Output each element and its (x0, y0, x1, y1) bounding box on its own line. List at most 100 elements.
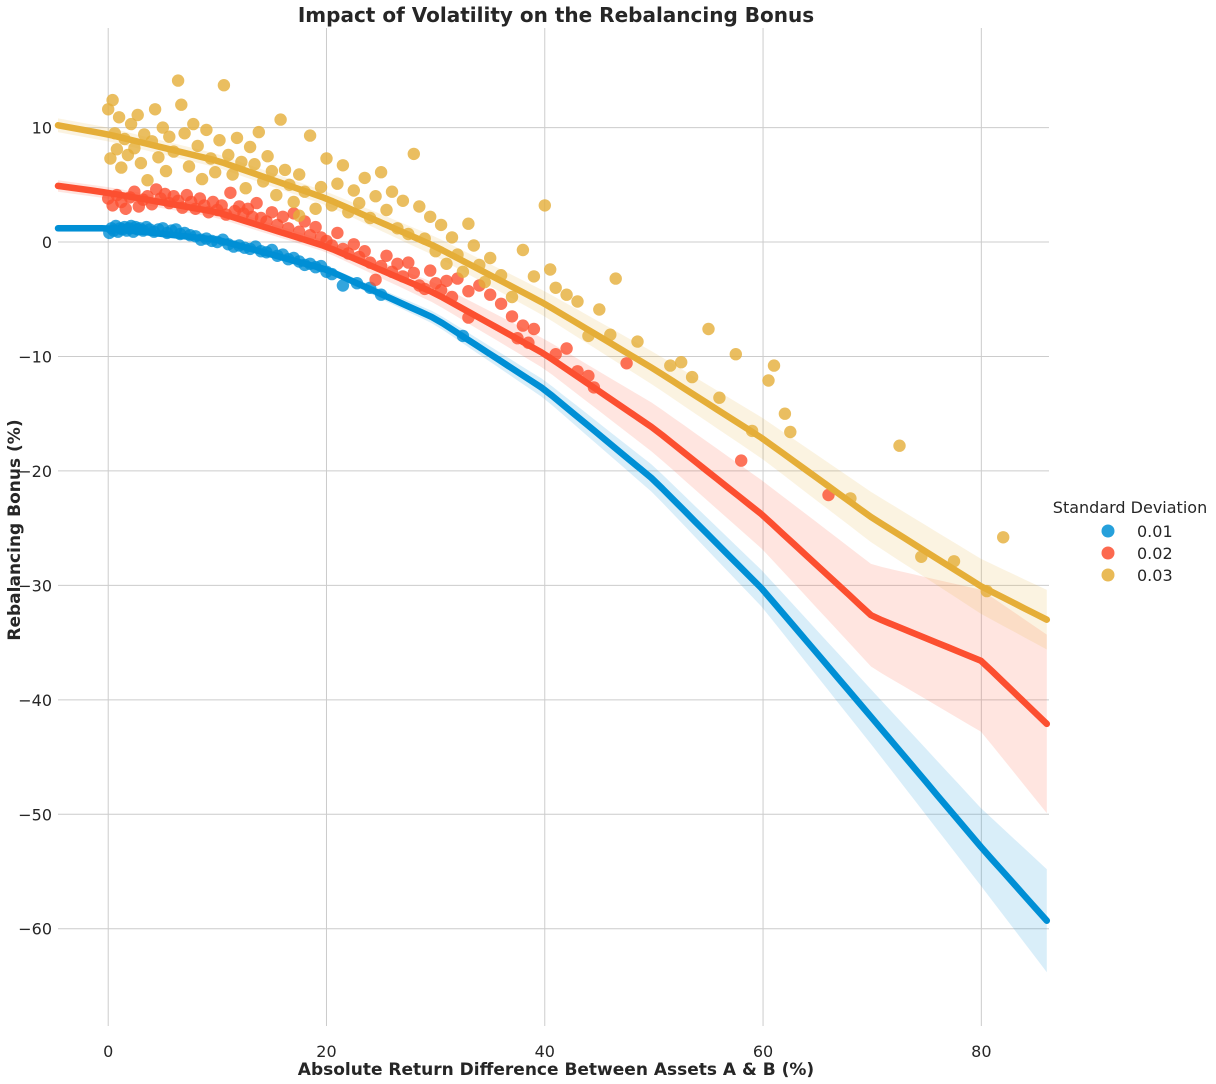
data-point-0.02 (331, 226, 344, 240)
data-point-0.02 (347, 238, 360, 251)
data-point-0.03 (110, 143, 124, 156)
data-point-0.03 (505, 290, 519, 304)
data-point-0.03 (462, 217, 475, 230)
data-point-0.02 (402, 256, 415, 269)
data-point-0.02 (265, 206, 279, 219)
data-point-0.03 (293, 209, 306, 222)
data-point-0.03 (106, 93, 119, 107)
x-tick-label: 80 (971, 1042, 991, 1061)
data-point-0.02 (516, 319, 530, 332)
data-point-0.03 (997, 531, 1010, 544)
data-point-0.02 (358, 245, 371, 258)
data-point-0.02 (484, 288, 497, 301)
data-point-0.03 (148, 103, 162, 116)
data-point-0.03 (336, 159, 350, 172)
chart-title: Impact of Volatility on the Rebalancing … (298, 3, 814, 27)
legend-title: Standard Deviation (1053, 498, 1207, 517)
data-point-0.03 (222, 148, 235, 162)
data-point-0.03 (200, 123, 213, 137)
data-point-0.03 (767, 359, 781, 372)
data-point-0.02 (309, 220, 322, 234)
data-point-0.03 (784, 425, 797, 439)
data-point-0.03 (314, 180, 328, 194)
data-point-0.03 (182, 160, 196, 173)
data-point-0.03 (141, 174, 154, 187)
data-point-0.02 (735, 454, 748, 467)
data-point-0.03 (261, 150, 274, 163)
data-point-0.02 (224, 186, 237, 199)
data-point-0.03 (434, 218, 448, 232)
legend: Standard Deviation 0.01 0.02 0.03 (1053, 498, 1207, 585)
x-axis-label: Absolute Return Difference Between Asset… (298, 1060, 814, 1080)
data-point-0.03 (274, 113, 287, 126)
data-point-0.02 (560, 342, 573, 355)
data-point-0.03 (331, 177, 344, 190)
data-point-0.03 (478, 275, 491, 289)
data-point-0.03 (549, 281, 562, 294)
y-tick-label: −30 (18, 576, 52, 595)
data-point-0.03 (303, 129, 317, 142)
data-point-0.02 (391, 257, 404, 270)
data-point-0.03 (243, 140, 257, 154)
data-point-0.03 (115, 161, 128, 174)
data-point-0.03 (538, 199, 551, 212)
data-point-0.03 (287, 195, 300, 209)
y-tick-label: −20 (18, 462, 52, 481)
data-point-0.03 (124, 117, 138, 131)
x-tick-label: 20 (316, 1042, 336, 1061)
data-point-0.03 (456, 265, 470, 278)
data-point-0.03 (163, 130, 176, 143)
data-point-0.03 (293, 168, 306, 181)
regression-line-0.02 (54, 182, 1051, 728)
data-point-0.03 (320, 152, 333, 165)
data-point-0.03 (702, 322, 715, 336)
data-point-0.03 (424, 210, 437, 223)
data-point-0.01 (336, 279, 350, 292)
y-tick-label: −50 (18, 805, 52, 824)
data-point-0.03 (571, 295, 584, 308)
data-point-0.03 (104, 152, 117, 165)
data-point-0.03 (278, 163, 292, 177)
data-point-0.03 (685, 370, 699, 384)
legend-marker-0.03 (1101, 568, 1115, 582)
data-point-0.02 (407, 266, 420, 280)
data-point-0.03 (440, 257, 453, 270)
regression-line-0.01 (54, 225, 1051, 924)
y-axis-label: Rebalancing Bonus (%) (5, 419, 25, 640)
data-point-0.03 (195, 172, 209, 186)
y-tick-label: 10 (32, 119, 52, 138)
data-point-0.02 (494, 297, 508, 310)
data-point-0.02 (369, 273, 382, 286)
legend-marker-0.01 (1101, 524, 1115, 538)
data-point-0.03 (128, 142, 141, 155)
data-point-0.03 (396, 194, 410, 207)
data-point-0.03 (675, 356, 688, 369)
data-point-0.03 (407, 147, 420, 161)
data-point-0.03 (347, 184, 360, 197)
data-point-0.03 (713, 391, 726, 404)
data-point-0.03 (664, 359, 677, 372)
data-point-0.03 (102, 103, 115, 116)
data-point-0.03 (309, 202, 322, 215)
data-point-0.02 (215, 199, 228, 212)
y-tick-label: −10 (18, 347, 52, 366)
data-point-0.02 (462, 285, 475, 298)
data-point-0.02 (119, 202, 132, 215)
legend-label-0.03: 0.03 (1137, 566, 1173, 585)
data-point-0.03 (226, 168, 239, 181)
data-point-0.03 (265, 164, 279, 178)
data-point-0.03 (762, 374, 775, 387)
data-point-0.02 (250, 196, 263, 210)
regression-lines (54, 122, 1051, 924)
data-point-0.02 (527, 322, 541, 336)
data-point-0.03 (593, 303, 606, 316)
data-point-0.03 (778, 407, 792, 420)
data-point-0.03 (527, 270, 541, 283)
regression-line-0.03 (54, 122, 1051, 623)
data-point-0.03 (178, 127, 191, 140)
data-point-0.03 (230, 131, 244, 145)
data-point-0.03 (544, 263, 557, 276)
y-tick-label: −40 (18, 691, 52, 710)
